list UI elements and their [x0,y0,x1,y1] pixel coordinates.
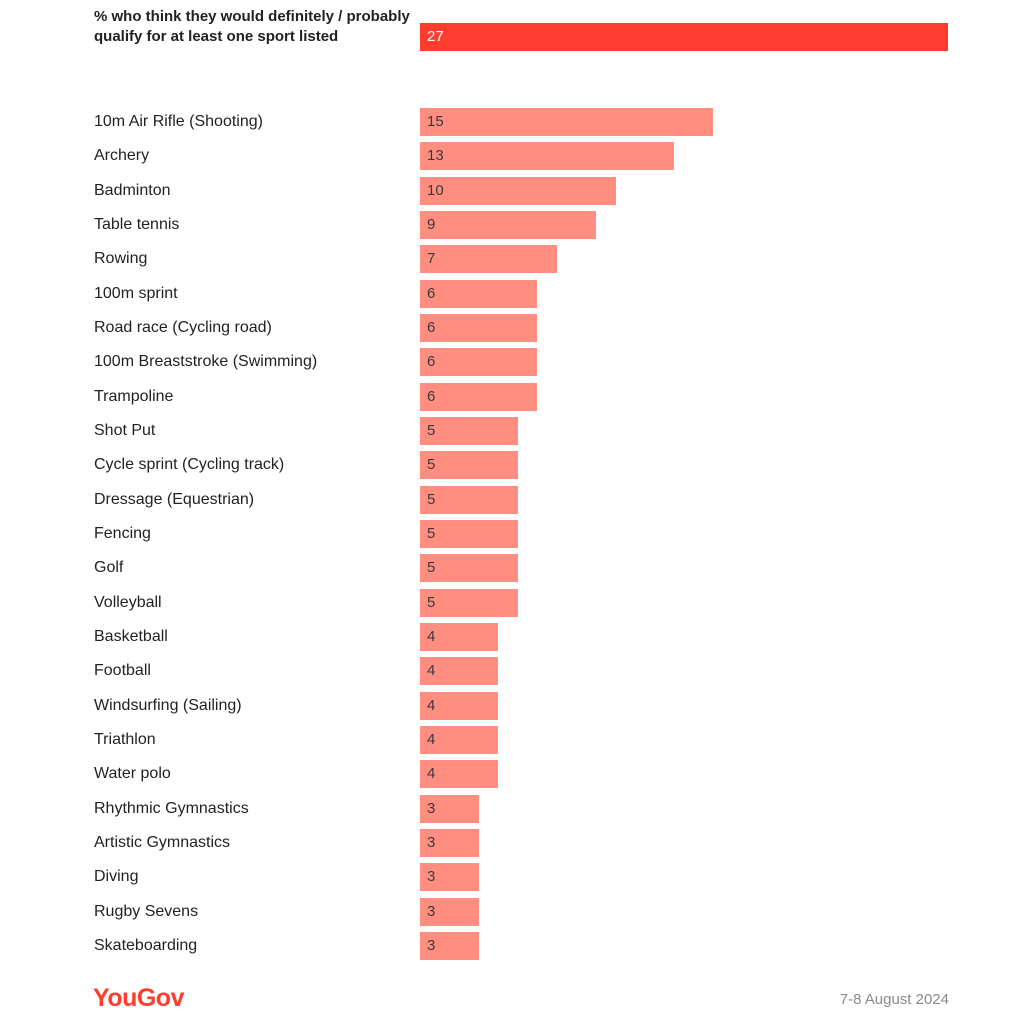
value-label: 3 [427,902,436,920]
category-label: % who think they would definitely / prob… [94,8,410,45]
value-label: 5 [427,559,436,577]
category-label: Table tennis [94,215,180,233]
value-label: 4 [427,765,436,783]
category-label: Shot Put [94,421,156,439]
bar [420,897,479,926]
category-label: Volleyball [94,593,162,611]
category-label: Road race (Cycling road) [94,318,272,336]
value-label: 10 [427,181,444,199]
bar [420,416,518,445]
category-label: Rhythmic Gymnastics [94,799,249,817]
bar [420,588,518,617]
category-label: Cycle sprint (Cycling track) [94,456,285,474]
bar [420,245,557,274]
bar [420,279,538,308]
value-label: 5 [427,593,436,611]
value-label: 5 [427,524,436,542]
bar [420,691,499,720]
bar [420,760,499,789]
category-label: Windsurfing (Sailing) [94,696,242,714]
category-label: Archery [94,147,150,165]
category-label: Triathlon [94,730,156,748]
category-label: Trampoline [94,387,174,405]
bar [420,210,596,239]
bar [420,828,479,857]
category-label: Fencing [94,524,151,542]
category-label: 100m sprint [94,284,178,302]
bar [420,348,538,377]
value-label: 3 [427,799,436,817]
category-label: Artistic Gymnastics [94,833,231,851]
category-label: Diving [94,868,139,886]
value-label: 4 [427,696,436,714]
bar [420,554,518,583]
value-label: 7 [427,250,436,268]
bar [420,176,616,205]
category-label: 10m Air Rifle (Shooting) [94,113,263,130]
bar [420,313,538,342]
category-label: Basketball [94,627,168,645]
category-label: 100m Breaststroke (Swimming) [94,353,318,371]
value-label: 3 [427,833,436,851]
bar [420,451,518,480]
value-label: 4 [427,662,436,680]
value-label: 5 [427,421,436,439]
value-label: 4 [427,627,436,645]
bar [420,485,518,514]
bar [420,622,499,651]
value-label: 3 [427,868,436,886]
value-label: 27 [427,28,444,45]
value-label: 5 [427,456,436,474]
bar [420,931,479,960]
category-label: Rugby Sevens [94,902,199,920]
bar [420,23,948,51]
category-label: Dressage (Equestrian) [94,490,255,508]
category-label: Skateboarding [94,936,198,954]
value-label: 6 [427,318,436,336]
bar [420,725,499,754]
survey-date: 7-8 August 2024 [839,991,949,1008]
value-label: 3 [427,936,436,954]
brand-logo: YouGov [93,984,184,1012]
value-label: 6 [427,353,436,371]
bar [420,863,479,892]
category-label: Football [94,662,151,680]
value-label: 5 [427,490,436,508]
bar [420,657,499,686]
bar [420,108,714,136]
bar [420,794,479,823]
value-label: 13 [427,147,444,165]
category-label: Water polo [94,765,171,783]
value-label: 4 [427,730,436,748]
bar [420,382,538,411]
value-label: 15 [427,113,444,130]
value-label: 9 [427,215,436,233]
category-label: Golf [94,559,124,577]
category-label: Rowing [94,250,148,268]
value-label: 6 [427,284,436,302]
bar [420,142,675,171]
bar [420,519,518,548]
category-label: Badminton [94,181,171,199]
value-label: 6 [427,387,436,405]
